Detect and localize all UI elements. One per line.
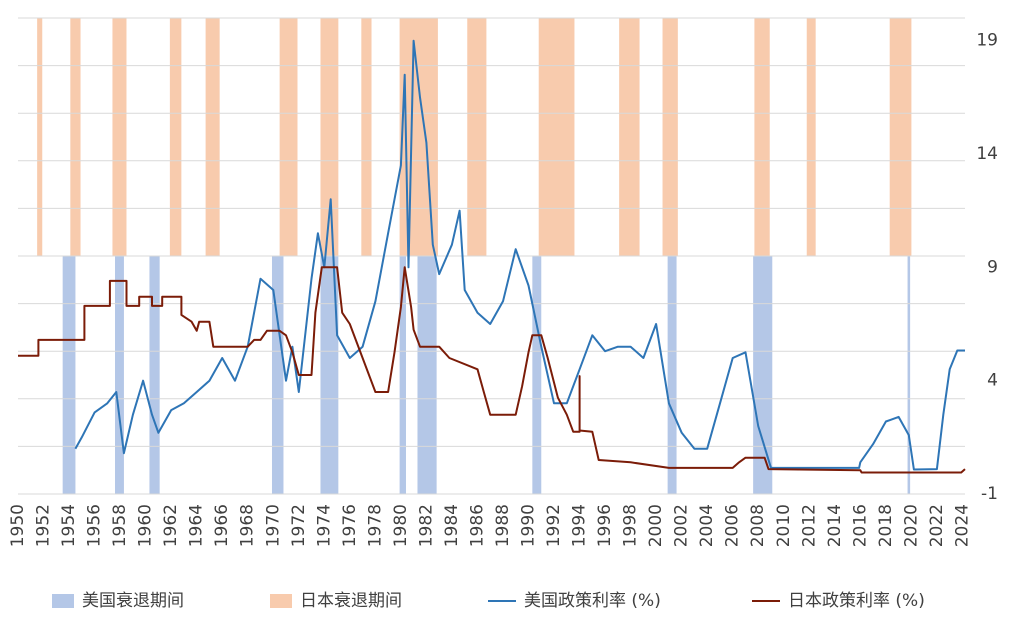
recession-band: [667, 256, 677, 494]
x-tick-label: 1978: [365, 504, 385, 547]
y-tick-label: -1: [981, 484, 998, 504]
recession-band: [114, 256, 124, 494]
x-tick-label: 1992: [544, 504, 564, 547]
recession-band: [399, 256, 406, 494]
recession-band: [907, 256, 911, 494]
recession-band: [112, 18, 127, 256]
x-tick-label: 2012: [799, 504, 819, 547]
recession-band: [70, 18, 81, 256]
recession-band: [662, 18, 678, 256]
legend-swatch: [270, 594, 292, 608]
recession-band: [889, 18, 912, 256]
x-tick-label: 1958: [110, 504, 130, 547]
y-tick-label: 19: [976, 31, 998, 51]
recession-band: [806, 18, 816, 256]
recession-band: [417, 256, 437, 494]
legend-label: 美国衰退期间: [82, 591, 184, 611]
recession-band: [62, 256, 76, 494]
x-tick-label: 1952: [34, 504, 54, 547]
recession-band: [361, 18, 372, 256]
recession-band: [754, 18, 770, 256]
x-tick-label: 2022: [927, 504, 947, 547]
x-tick-label: 1954: [59, 504, 79, 547]
x-tick-label: 1970: [263, 504, 283, 547]
x-tick-label: 1980: [391, 504, 411, 547]
recession-band: [467, 18, 487, 256]
legend-label: 美国政策利率 (%): [524, 591, 661, 611]
recession-band: [279, 18, 298, 256]
x-tick-label: 1974: [314, 504, 334, 547]
x-tick-label: 1972: [289, 504, 309, 547]
x-tick-label: 2000: [646, 504, 666, 547]
rate-line: [18, 266, 966, 474]
x-tick-label: 2024: [952, 504, 972, 547]
legend-swatch: [52, 594, 74, 608]
legend-label: 日本衰退期间: [300, 591, 402, 611]
y-tick-label: 4: [987, 371, 998, 391]
x-tick-label: 1982: [416, 504, 436, 547]
recession-band: [149, 256, 160, 494]
recession-band: [169, 18, 182, 256]
x-tick-label: 1988: [493, 504, 513, 547]
legend-label: 日本政策利率 (%): [788, 591, 925, 611]
recession-band: [619, 18, 640, 256]
x-tick-label: 1976: [340, 504, 360, 547]
x-tick-label: 1996: [595, 504, 615, 547]
x-tick-label: 1968: [238, 504, 258, 547]
y-tick-label: 9: [987, 257, 998, 277]
x-tick-label: 2006: [723, 504, 743, 547]
rate-line: [74, 39, 965, 471]
x-tick-label: 2018: [876, 504, 896, 547]
x-tick-label: 1960: [136, 504, 156, 547]
x-tick-label: 1990: [519, 504, 539, 547]
recession-band: [532, 256, 542, 494]
recession-band: [538, 18, 575, 256]
x-tick-label: 2004: [697, 504, 717, 547]
recession-band: [205, 18, 220, 256]
x-tick-label: 2014: [825, 504, 845, 547]
recession-band: [271, 256, 284, 494]
x-tick-label: 2008: [748, 504, 768, 547]
x-tick-label: 1950: [8, 504, 28, 547]
x-tick-label: 2010: [774, 504, 794, 547]
x-tick-label: 1956: [85, 504, 105, 547]
x-tick-label: 1966: [212, 504, 232, 547]
x-tick-label: 2020: [901, 504, 921, 547]
x-tick-label: 2016: [850, 504, 870, 547]
recession-band: [753, 256, 773, 494]
x-tick-label: 1964: [187, 504, 207, 547]
x-tick-label: 1998: [621, 504, 641, 547]
x-tick-label: 2002: [672, 504, 692, 547]
x-tick-label: 1994: [570, 504, 590, 547]
recession-band: [320, 256, 339, 494]
recession-band: [320, 18, 339, 256]
x-tick-label: 1962: [161, 504, 181, 547]
x-tick-label: 1986: [467, 504, 487, 547]
x-tick-label: 1984: [442, 504, 462, 547]
recession-band: [37, 18, 43, 256]
y-tick-label: 14: [976, 144, 998, 164]
